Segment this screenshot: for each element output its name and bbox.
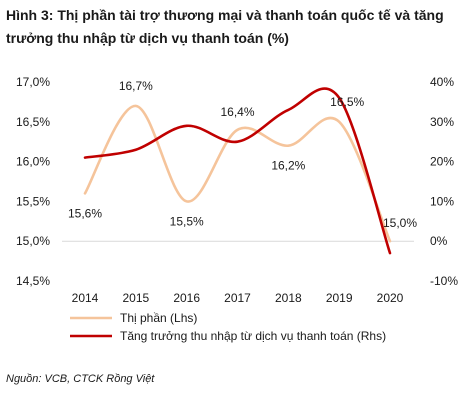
series-line-tang-truong bbox=[83, 87, 392, 255]
y-left-tick-label: 14,5% bbox=[16, 274, 50, 288]
data-label: 16,2% bbox=[271, 159, 305, 173]
data-label: 15,0% bbox=[383, 216, 417, 230]
legend-label-thi-phan: Thị phần (Lhs) bbox=[120, 311, 197, 325]
legend-label-tang-truong: Tăng trưởng thu nhập từ dịch vụ thanh to… bbox=[120, 329, 386, 343]
y-left-tick-label: 15,5% bbox=[16, 194, 50, 208]
y-left-tick-label: 16,0% bbox=[16, 155, 50, 169]
y-left-tick-label: 17,0% bbox=[16, 75, 50, 89]
y-right-tick-label: 40% bbox=[430, 75, 454, 89]
data-label: 15,5% bbox=[170, 214, 204, 228]
data-label: 15,6% bbox=[68, 206, 102, 220]
chart-title: Hình 3: Thị phần tài trợ thương mại và t… bbox=[6, 7, 444, 46]
series-line-thi-phan bbox=[83, 104, 392, 243]
x-tick-label: 2019 bbox=[326, 291, 353, 305]
y-right-tick-label: 20% bbox=[430, 155, 454, 169]
source-note: Nguồn: VCB, CTCK Rồng Việt bbox=[6, 373, 155, 385]
data-label: 16,5% bbox=[330, 95, 364, 109]
x-tick-label: 2020 bbox=[377, 291, 404, 305]
x-tick-label: 2016 bbox=[173, 291, 200, 305]
y-right-tick-label: 30% bbox=[430, 115, 454, 129]
y-right-tick-label: 0% bbox=[430, 234, 448, 248]
data-label: 16,7% bbox=[119, 79, 153, 93]
x-tick-label: 2018 bbox=[275, 291, 302, 305]
x-tick-label: 2015 bbox=[122, 291, 149, 305]
y-left-tick-label: 16,5% bbox=[16, 115, 50, 129]
y-right-tick-label: -10% bbox=[430, 274, 458, 288]
data-label: 16,4% bbox=[220, 105, 254, 119]
x-tick-label: 2017 bbox=[224, 291, 251, 305]
y-right-tick-label: 10% bbox=[430, 194, 454, 208]
y-left-tick-label: 15,0% bbox=[16, 234, 50, 248]
x-tick-label: 2014 bbox=[72, 291, 99, 305]
